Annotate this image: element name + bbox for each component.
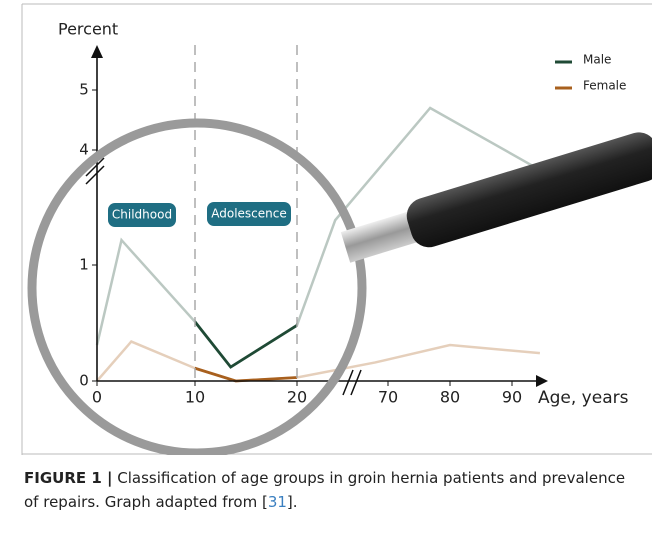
- axis-break: [343, 370, 361, 395]
- x-tick-label: 90: [502, 388, 522, 407]
- caption-text: Classification of age groups in groin he…: [24, 469, 625, 511]
- series-line: [97, 108, 540, 367]
- annotation: Childhood: [112, 208, 172, 222]
- magnifier-handle: [338, 128, 652, 271]
- chart: Percent Age, years Childhood Adolescence…: [0, 0, 652, 455]
- x-tick-label: 10: [185, 388, 205, 407]
- series-line-faded: [97, 108, 540, 367]
- caption-end: ].: [287, 493, 298, 511]
- x-axis-label: Age, years: [538, 388, 629, 408]
- figure: Percent Age, years Childhood Adolescence…: [0, 0, 652, 548]
- x-tick-label: 80: [440, 388, 460, 407]
- y-arrow: [91, 45, 103, 58]
- caption-label: FIGURE 1 |: [24, 469, 112, 487]
- y-axis-label: Percent: [58, 20, 118, 39]
- series-line-faded: [97, 342, 540, 381]
- caption: FIGURE 1 | Classification of age groups …: [24, 466, 634, 514]
- y-tick-label: 1: [79, 256, 89, 274]
- x-tick-label: 0: [92, 388, 102, 407]
- y-tick-label: 0: [79, 372, 89, 390]
- y-tick-label: 5: [79, 81, 89, 99]
- x-arrow: [536, 375, 548, 387]
- x-tick-label: 70: [378, 388, 398, 407]
- legend-label: Female: [583, 79, 626, 93]
- legend-label: Male: [583, 53, 611, 67]
- x-tick-label: 20: [287, 388, 307, 407]
- y-tick-label: 4: [79, 141, 89, 159]
- citation[interactable]: 31: [268, 493, 287, 511]
- annotation: Adolescence: [211, 207, 287, 221]
